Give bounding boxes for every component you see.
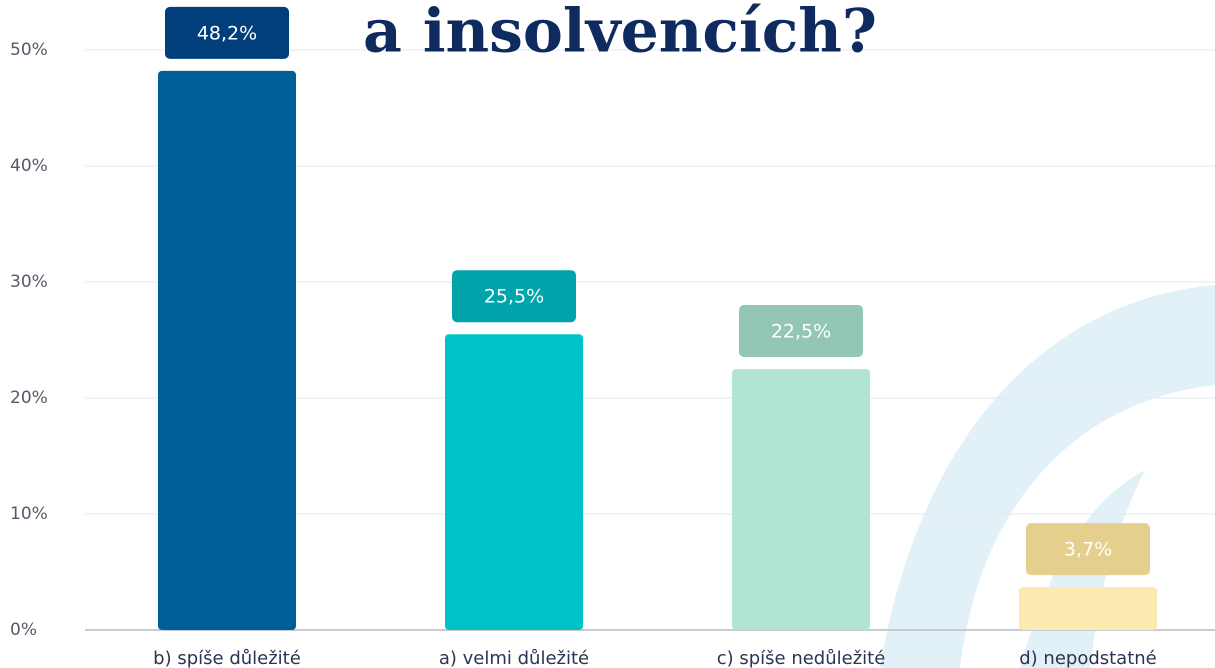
y-tick-label: 20% — [10, 388, 48, 408]
value-label: 25,5% — [484, 286, 544, 308]
y-tick-label: 0% — [10, 620, 37, 640]
marks: b) spíše důležité 48,2% a) velmi důležité 2… — [153, 7, 1157, 668]
y-tick-label: 10% — [10, 504, 48, 524]
value-label: 22,5% — [771, 321, 831, 343]
chart: 0% 10% 20% 30% 40% 50% b) spíše důležité 48,2%… — [0, 0, 1215, 668]
x-tick-label: a) velmi důležité — [439, 648, 589, 668]
chart-title: a insolvencích? — [363, 0, 877, 67]
value-label: 3,7% — [1064, 539, 1112, 561]
bar — [445, 334, 583, 630]
bar — [732, 369, 870, 630]
bar — [1019, 587, 1157, 630]
y-tick-label: 30% — [10, 272, 48, 292]
y-tick-label: 50% — [10, 40, 48, 60]
x-tick-label: d) nepodstatné — [1019, 648, 1157, 668]
bar — [158, 71, 296, 630]
value-label: 48,2% — [197, 22, 257, 44]
x-tick-label: b) spíše důležité — [153, 648, 301, 668]
page: 0% 10% 20% 30% 40% 50% b) spíše důležité 48,2%… — [0, 0, 1215, 668]
x-tick-label: c) spíše nedůležité — [717, 648, 886, 668]
y-tick-label: 40% — [10, 156, 48, 176]
